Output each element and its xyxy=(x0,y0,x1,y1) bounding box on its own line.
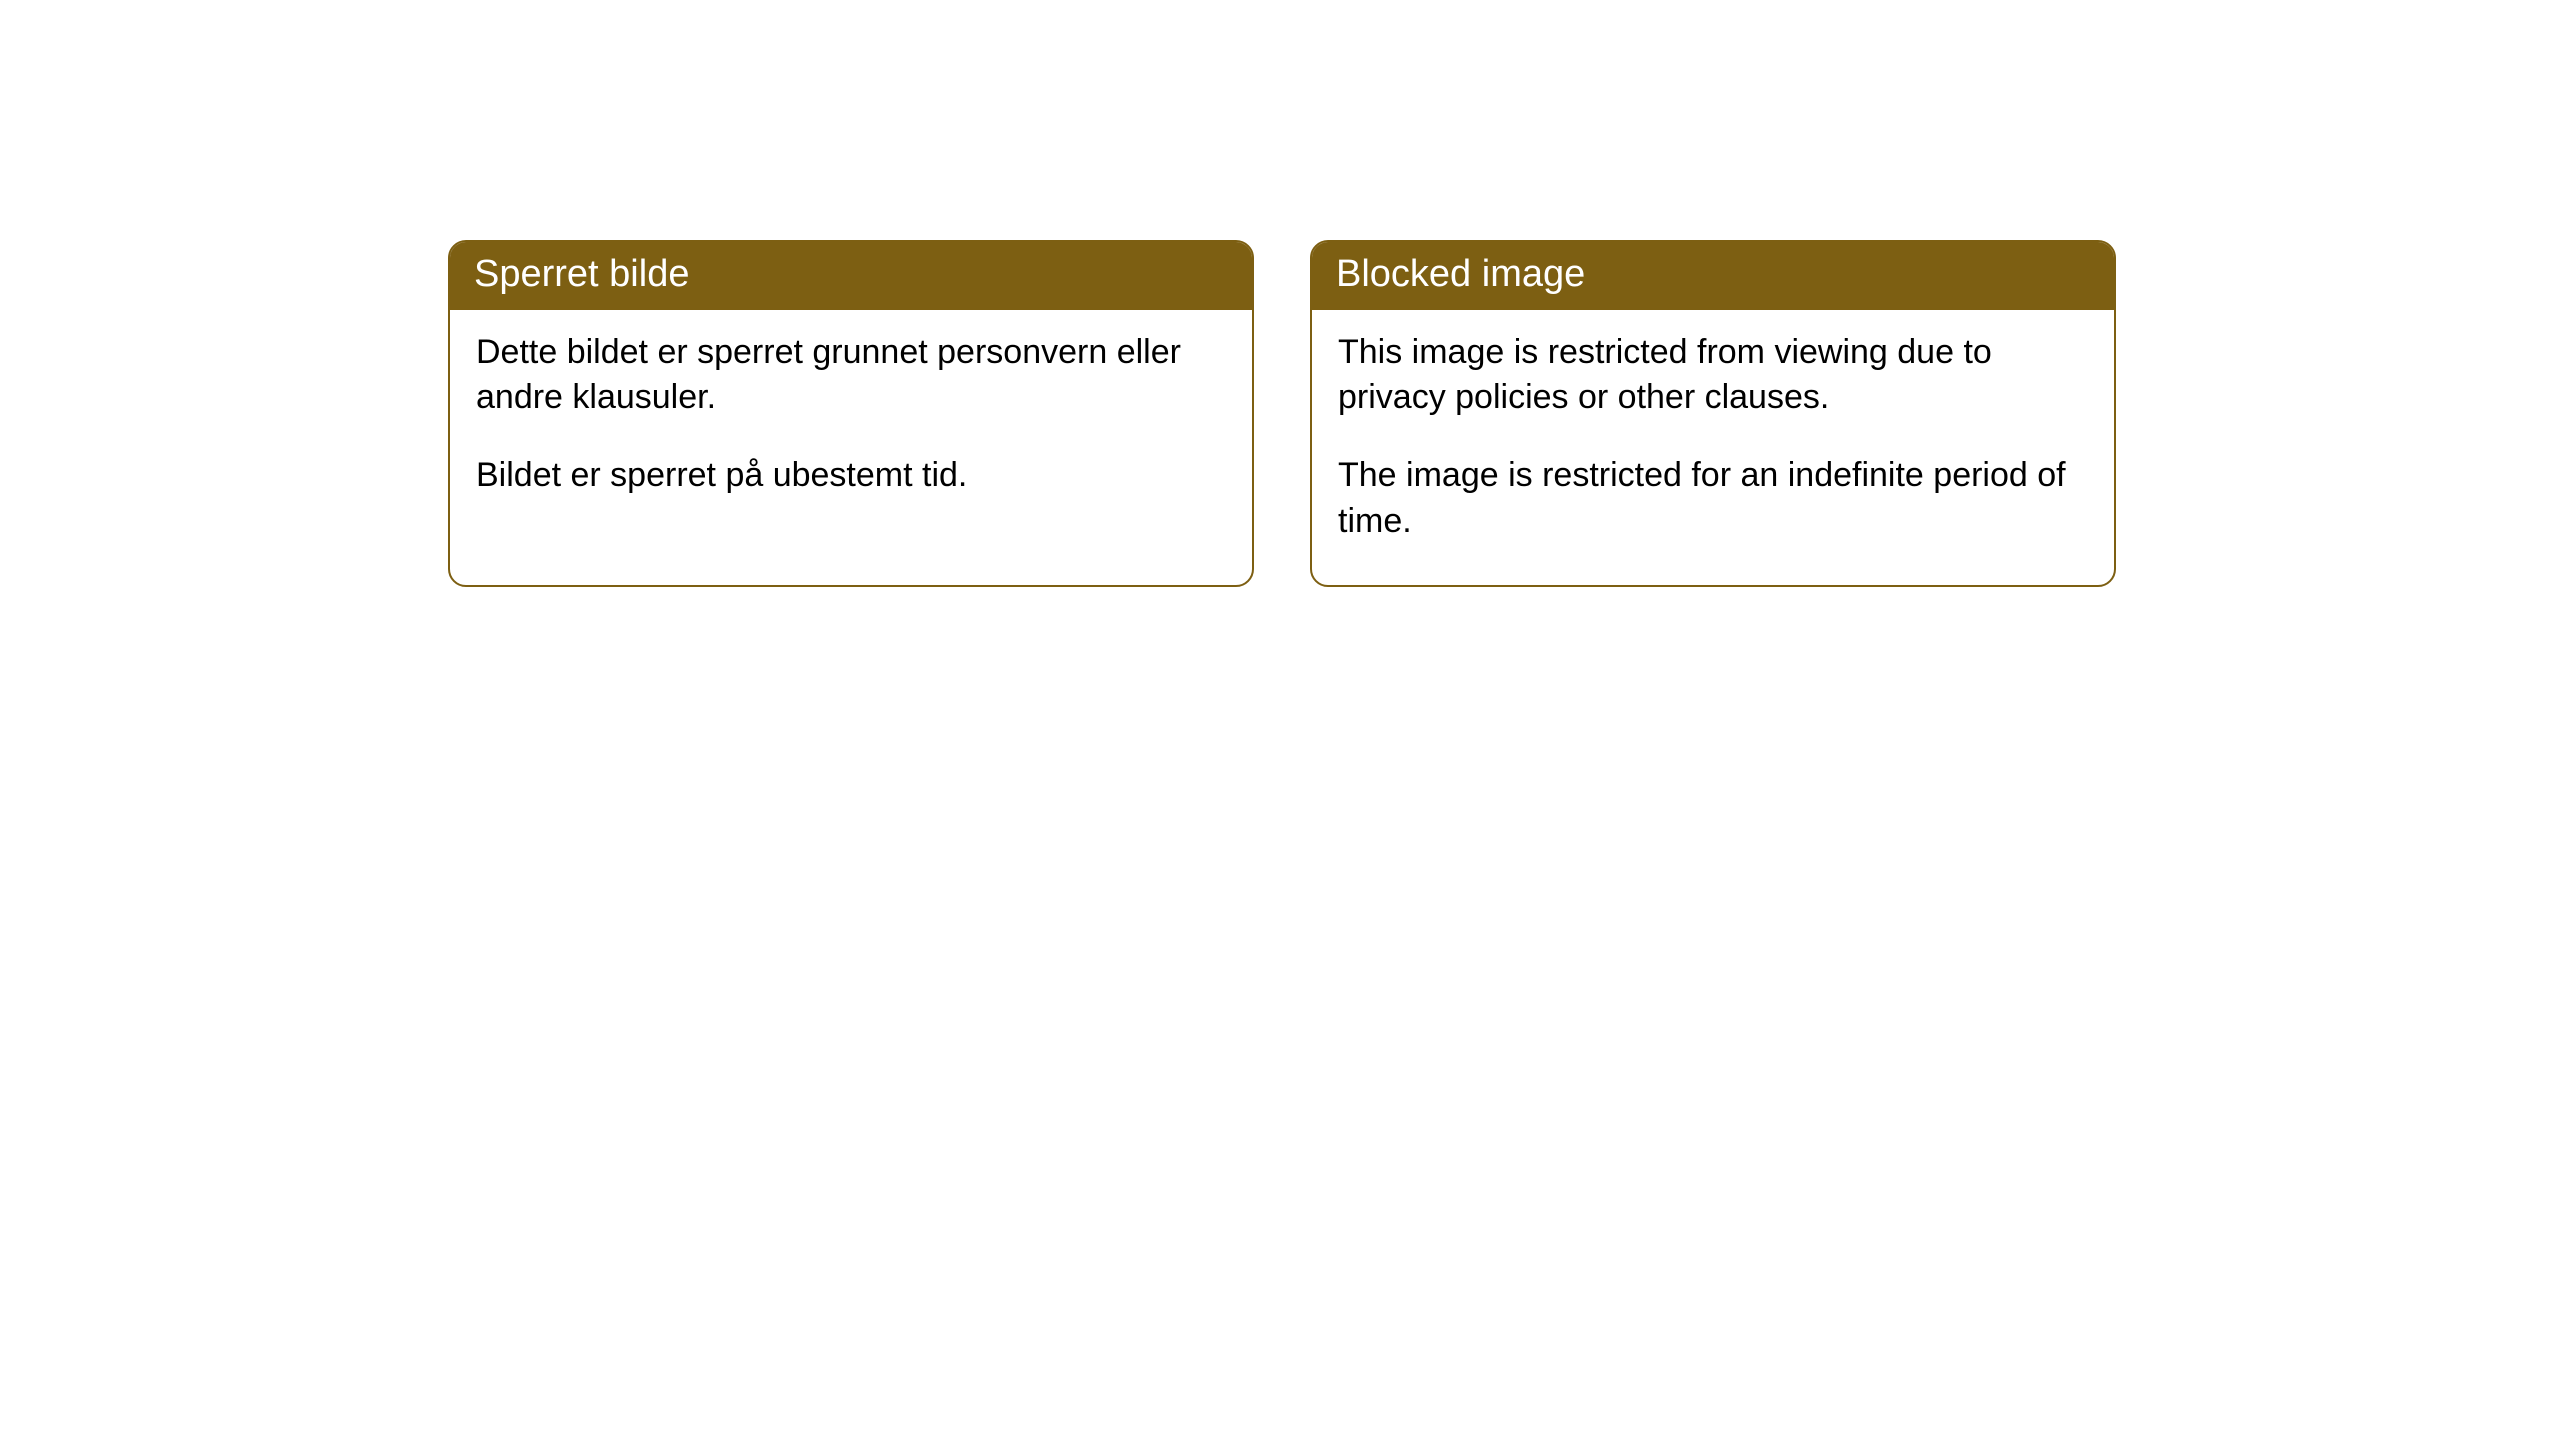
notice-text-line2: Bildet er sperret på ubestemt tid. xyxy=(476,453,1226,499)
card-body-norwegian: Dette bildet er sperret grunnet personve… xyxy=(450,310,1252,540)
notice-card-norwegian: Sperret bilde Dette bildet er sperret gr… xyxy=(448,240,1254,587)
notice-cards-container: Sperret bilde Dette bildet er sperret gr… xyxy=(0,0,2560,587)
notice-text-line1: This image is restricted from viewing du… xyxy=(1338,330,2088,422)
notice-text-line2: The image is restricted for an indefinit… xyxy=(1338,453,2088,545)
notice-text-line1: Dette bildet er sperret grunnet personve… xyxy=(476,330,1226,422)
card-body-english: This image is restricted from viewing du… xyxy=(1312,310,2114,586)
card-header-norwegian: Sperret bilde xyxy=(450,242,1252,310)
card-header-english: Blocked image xyxy=(1312,242,2114,310)
notice-card-english: Blocked image This image is restricted f… xyxy=(1310,240,2116,587)
